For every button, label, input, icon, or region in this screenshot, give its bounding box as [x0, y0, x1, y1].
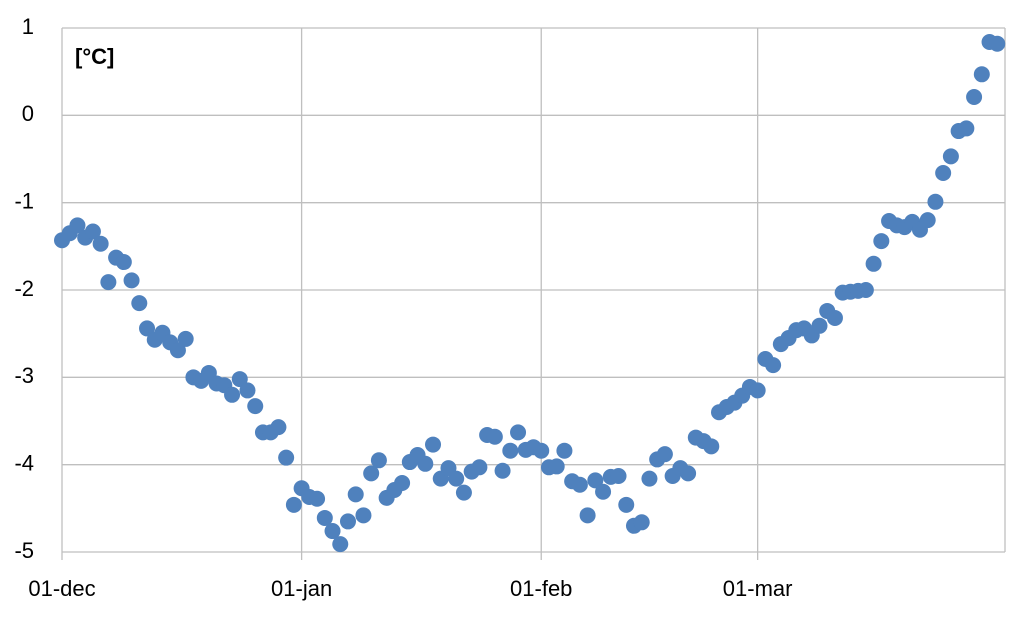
data-point	[826, 309, 843, 326]
data-point	[139, 320, 156, 337]
data-point	[347, 486, 364, 503]
data-point	[510, 424, 527, 441]
data-point	[973, 66, 990, 83]
data-point	[494, 462, 511, 479]
data-point	[811, 317, 828, 334]
data-point	[857, 282, 874, 298]
y-tick-label: 0	[22, 101, 34, 126]
data-point	[332, 536, 349, 553]
data-point	[448, 470, 465, 487]
data-point	[363, 465, 380, 482]
data-point	[339, 513, 356, 530]
data-point	[548, 458, 565, 475]
data-point	[873, 233, 890, 250]
data-point	[610, 468, 627, 485]
data-point	[935, 164, 952, 181]
data-point	[239, 382, 256, 399]
data-point	[471, 459, 488, 476]
y-tick-label: -1	[14, 188, 34, 213]
data-point	[309, 490, 326, 507]
data-point	[942, 148, 959, 165]
data-point	[370, 452, 387, 469]
data-point	[285, 496, 302, 513]
x-tick-label: 01-jan	[271, 576, 332, 601]
data-point	[502, 442, 519, 459]
y-tick-label: -2	[14, 276, 34, 301]
data-point	[69, 217, 86, 234]
data-point	[92, 235, 109, 252]
unit-annotation: [°C]	[75, 44, 114, 69]
data-point	[919, 212, 936, 229]
data-point	[533, 442, 550, 459]
data-point	[865, 255, 882, 272]
data-point	[131, 295, 148, 312]
data-point	[486, 428, 503, 445]
x-tick-label: 01-feb	[510, 576, 572, 601]
data-point	[247, 398, 264, 415]
data-point	[455, 484, 472, 501]
data-point	[425, 436, 442, 453]
data-point	[115, 254, 132, 271]
data-point	[571, 476, 588, 493]
data-point	[123, 272, 140, 289]
data-point	[703, 438, 720, 455]
data-point	[579, 507, 596, 524]
data-point	[278, 449, 295, 466]
data-point	[749, 382, 766, 399]
data-point	[556, 442, 573, 459]
data-point	[177, 330, 194, 347]
data-point	[656, 446, 673, 463]
y-tick-label: -5	[14, 538, 34, 563]
data-point	[958, 120, 975, 137]
data-point	[633, 514, 650, 531]
data-point	[394, 475, 411, 492]
data-point	[324, 523, 341, 540]
data-point	[680, 465, 697, 482]
data-point	[641, 470, 658, 487]
x-tick-label: 01-dec	[28, 576, 95, 601]
data-point	[618, 496, 635, 513]
data-point	[595, 483, 612, 500]
data-point	[927, 193, 944, 210]
data-point	[989, 35, 1006, 52]
x-tick-label: 01-mar	[723, 576, 793, 601]
data-point	[270, 419, 287, 436]
data-point	[169, 342, 186, 359]
y-tick-label: -4	[14, 450, 34, 475]
data-point	[224, 386, 241, 403]
data-point	[765, 357, 782, 374]
data-point	[231, 371, 248, 388]
y-tick-label: 1	[22, 14, 34, 39]
y-tick-label: -3	[14, 363, 34, 388]
data-point	[966, 88, 983, 105]
data-point	[316, 509, 333, 526]
data-point	[355, 507, 372, 524]
data-point	[587, 472, 604, 489]
data-point	[84, 223, 101, 240]
data-point	[417, 455, 434, 472]
data-point	[100, 274, 117, 291]
